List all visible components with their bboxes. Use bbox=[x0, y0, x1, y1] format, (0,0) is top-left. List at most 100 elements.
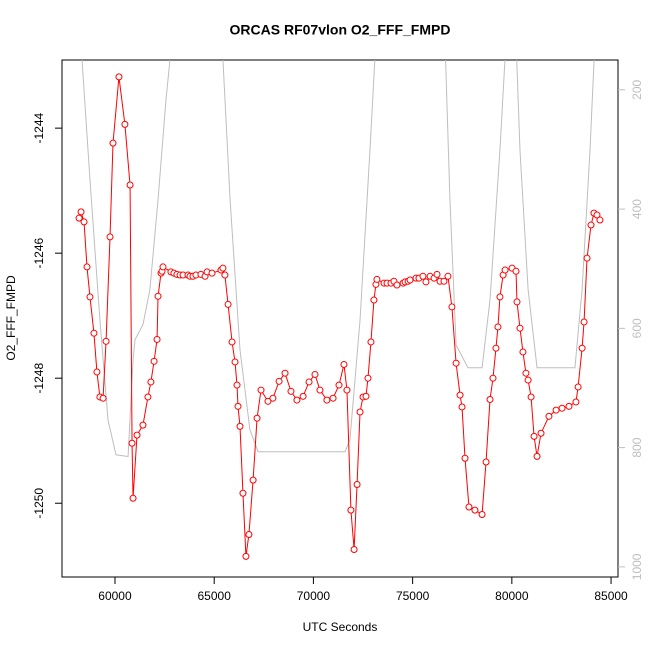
data-point bbox=[208, 269, 216, 277]
data-point bbox=[587, 221, 595, 229]
y2-tick-label: 600 bbox=[630, 318, 644, 338]
data-point bbox=[221, 271, 229, 279]
data-point bbox=[533, 452, 541, 460]
data-point bbox=[126, 181, 134, 189]
data-point bbox=[106, 233, 114, 241]
data-point bbox=[153, 335, 161, 343]
data-point bbox=[264, 397, 272, 405]
data-point bbox=[329, 394, 337, 402]
y2-tick-label: 1000 bbox=[630, 553, 644, 580]
data-point bbox=[565, 402, 573, 410]
data-point bbox=[128, 439, 136, 447]
data-point bbox=[461, 454, 469, 462]
data-point bbox=[492, 344, 500, 352]
data-point bbox=[323, 396, 331, 404]
data-point bbox=[242, 552, 250, 560]
data-point bbox=[90, 329, 98, 337]
data-point bbox=[452, 359, 460, 367]
data-point bbox=[224, 300, 232, 308]
data-point bbox=[489, 374, 497, 382]
data-point bbox=[456, 391, 464, 399]
data-point bbox=[159, 263, 167, 271]
data-point bbox=[253, 414, 261, 422]
y-axis-label: O2_FFF_FMPD bbox=[4, 275, 18, 361]
data-point bbox=[367, 338, 375, 346]
data-point bbox=[422, 278, 430, 286]
data-point bbox=[86, 293, 94, 301]
y-tick-label: -1250 bbox=[32, 488, 46, 519]
data-point bbox=[83, 263, 91, 271]
plot-box bbox=[61, 59, 619, 578]
data-point bbox=[80, 218, 88, 226]
x-tick-label: 75000 bbox=[396, 589, 430, 603]
data-point bbox=[513, 298, 521, 306]
y2-tick-label: 400 bbox=[630, 199, 644, 219]
data-point bbox=[129, 494, 137, 502]
data-point bbox=[362, 392, 370, 400]
y2-tick-label: 800 bbox=[630, 437, 644, 457]
data-point bbox=[373, 275, 381, 283]
data-point bbox=[558, 404, 566, 412]
data-point bbox=[552, 406, 560, 414]
data-point bbox=[233, 381, 241, 389]
data-point bbox=[77, 208, 85, 216]
data-point bbox=[364, 374, 372, 382]
data-point bbox=[494, 323, 502, 331]
data-point bbox=[305, 378, 313, 386]
plot-area bbox=[75, 60, 604, 560]
data-point bbox=[512, 267, 520, 275]
x-axis-label: UTC Seconds bbox=[303, 620, 378, 634]
data-point bbox=[471, 506, 479, 514]
y-tick-label: -1246 bbox=[32, 238, 46, 269]
data-point bbox=[102, 337, 110, 345]
x-tick-label: 85000 bbox=[594, 589, 628, 603]
data-point bbox=[293, 396, 301, 404]
data-point bbox=[239, 489, 247, 497]
data-point bbox=[596, 216, 604, 224]
data-point bbox=[219, 264, 227, 272]
data-point bbox=[522, 369, 530, 377]
data-point bbox=[545, 412, 553, 420]
data-point bbox=[347, 506, 355, 514]
data-point bbox=[311, 370, 319, 378]
data-point bbox=[448, 303, 456, 311]
data-point bbox=[249, 476, 257, 484]
data-point bbox=[245, 530, 253, 538]
data-point bbox=[340, 360, 348, 368]
data-point bbox=[574, 383, 582, 391]
data-point bbox=[537, 429, 545, 437]
x-tick-label: 65000 bbox=[198, 589, 232, 603]
data-point bbox=[335, 381, 343, 389]
chart-title: ORCAS RF07vlon O2_FFF_FMPD bbox=[230, 22, 451, 38]
data-point bbox=[236, 422, 244, 430]
data-point bbox=[93, 368, 101, 376]
data-point bbox=[486, 395, 494, 403]
data-point bbox=[593, 211, 601, 219]
data-point bbox=[482, 458, 490, 466]
data-point bbox=[231, 358, 239, 366]
data-point bbox=[350, 545, 358, 553]
data-point bbox=[572, 398, 580, 406]
data-point bbox=[228, 338, 236, 346]
data-point bbox=[275, 377, 283, 385]
data-point bbox=[133, 431, 141, 439]
data-point bbox=[393, 281, 401, 289]
data-point bbox=[139, 421, 147, 429]
data-point bbox=[144, 393, 152, 401]
data-point bbox=[444, 272, 452, 280]
data-point bbox=[516, 324, 524, 332]
data-point bbox=[433, 270, 441, 278]
data-point bbox=[99, 394, 107, 402]
data-point bbox=[269, 394, 277, 402]
data-point bbox=[121, 120, 129, 128]
data-point bbox=[115, 73, 123, 81]
data-line bbox=[78, 76, 601, 557]
data-point bbox=[281, 369, 289, 377]
data-point bbox=[580, 318, 588, 326]
y-tick-label: -1244 bbox=[32, 112, 46, 143]
data-point bbox=[154, 292, 162, 300]
data-point bbox=[440, 277, 448, 285]
data-point bbox=[583, 254, 591, 262]
data-point bbox=[458, 403, 466, 411]
data-point bbox=[519, 348, 527, 356]
